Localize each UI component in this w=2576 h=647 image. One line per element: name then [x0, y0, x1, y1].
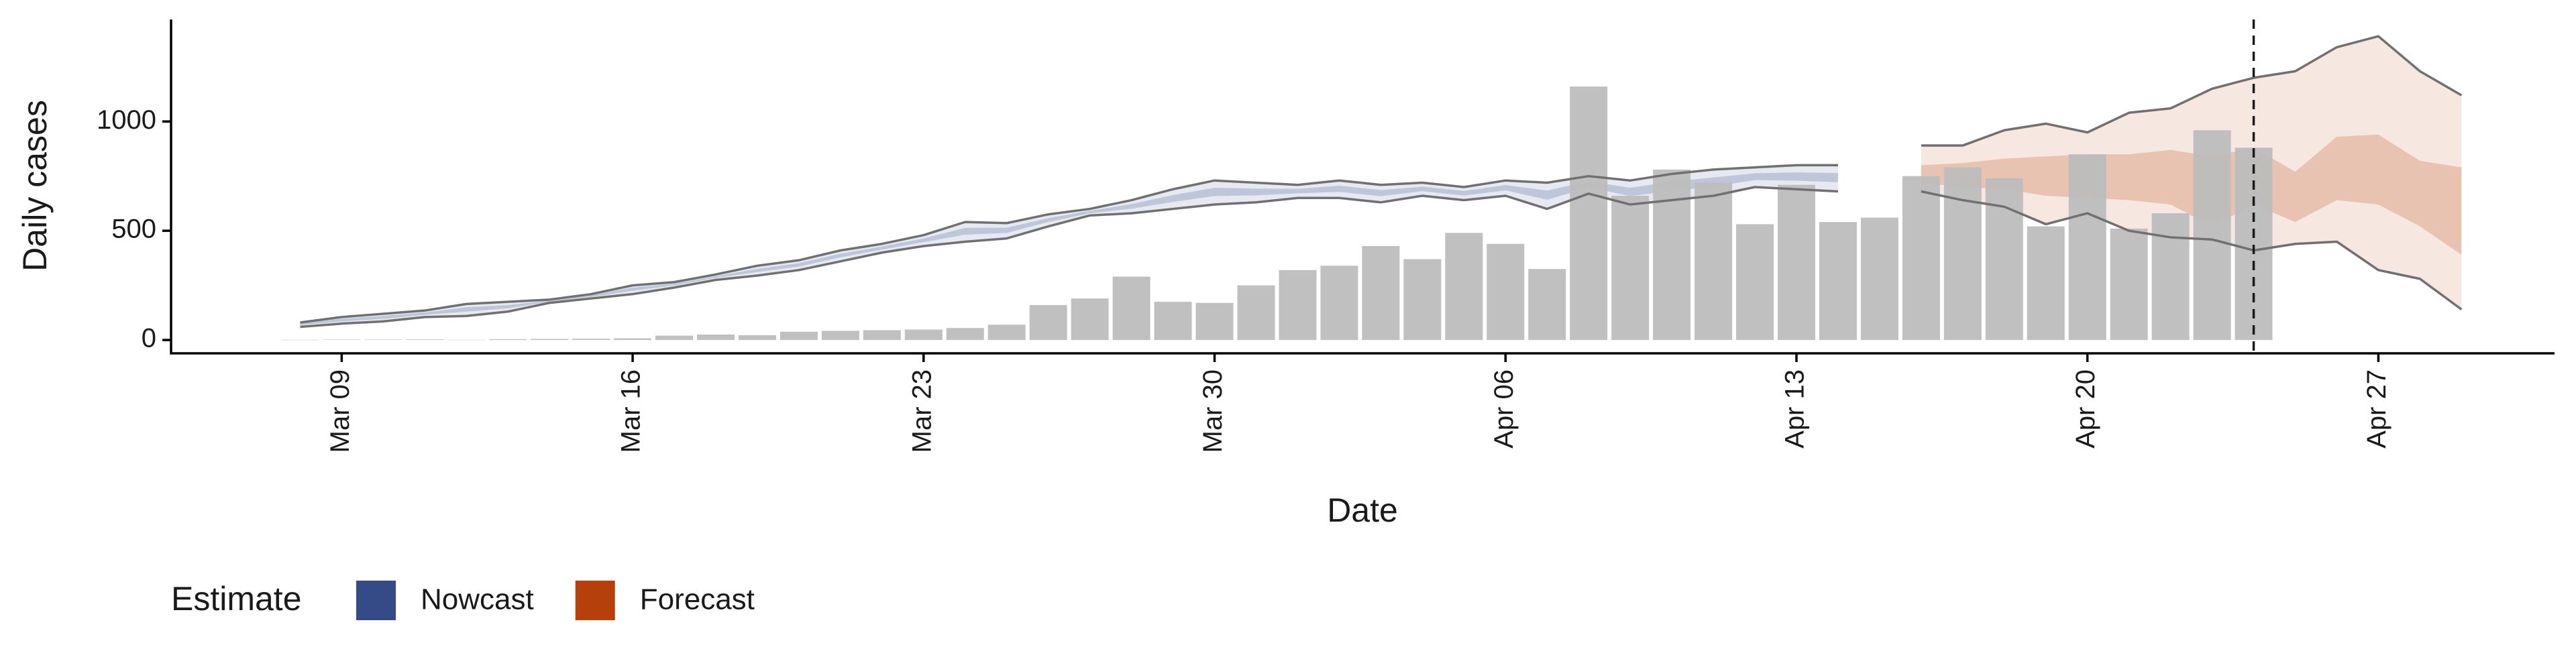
bar	[1237, 285, 1275, 341]
x-tick-label: Apr 06	[1489, 369, 1519, 449]
bar	[1362, 245, 1400, 341]
bar	[1943, 167, 1982, 341]
bar	[946, 328, 984, 341]
bar	[2235, 148, 2273, 341]
bar	[1985, 178, 2023, 341]
bar	[1819, 222, 1857, 341]
legend-title: Estimate	[171, 580, 302, 617]
bar	[655, 335, 694, 341]
bar	[531, 339, 569, 341]
bar	[1279, 270, 1317, 341]
bar	[1112, 276, 1150, 341]
x-tick-label: Mar 16	[616, 369, 646, 453]
bar	[614, 338, 652, 341]
legend-item: Forecast	[575, 581, 755, 620]
bar	[406, 339, 444, 341]
bar	[323, 339, 361, 341]
bar	[1487, 243, 1525, 341]
bar	[1570, 86, 1608, 341]
bar	[1403, 259, 1442, 341]
bar	[1071, 298, 1109, 341]
bar	[447, 339, 486, 341]
bar	[2193, 130, 2231, 341]
legend-item: Nowcast	[356, 581, 534, 620]
y-tick-label: 1000	[97, 105, 156, 135]
legend-swatch	[575, 581, 615, 620]
y-tick-label: 0	[142, 324, 156, 353]
bar	[2027, 226, 2065, 341]
bar	[489, 339, 527, 341]
y-tick-label: 500	[111, 215, 156, 244]
bar	[738, 335, 776, 341]
bar	[1154, 302, 1192, 341]
bar	[1902, 176, 1940, 341]
bar	[1777, 184, 1815, 341]
bar	[1029, 304, 1067, 341]
bar	[2068, 154, 2106, 341]
x-tick-label: Apr 20	[2071, 369, 2100, 449]
bound-line	[300, 35, 2463, 324]
x-tick-label: Mar 30	[1198, 369, 1228, 453]
legend-label: Nowcast	[421, 583, 534, 616]
inner-band	[1921, 134, 2462, 255]
bar	[1695, 182, 1733, 341]
bar	[1611, 196, 1650, 341]
bar	[1860, 217, 1898, 341]
bar	[1195, 302, 1234, 341]
x-tick-label: Apr 13	[1780, 369, 1810, 449]
bar	[2110, 228, 2148, 341]
bar	[2151, 213, 2190, 341]
bar	[821, 331, 859, 341]
bar	[364, 339, 402, 341]
bound-line	[300, 186, 2463, 329]
x-axis-title: Date	[1327, 491, 1398, 529]
bar	[697, 334, 735, 341]
bar	[1528, 269, 1566, 341]
bar	[1445, 233, 1483, 341]
x-tick-label: Mar 09	[325, 369, 355, 453]
x-tick-label: Mar 23	[907, 369, 936, 453]
bar	[281, 339, 319, 341]
bar	[780, 331, 818, 341]
bar	[1736, 224, 1774, 341]
bar	[904, 329, 943, 341]
bar	[1653, 169, 1691, 341]
x-tick-label: Apr 27	[2362, 369, 2392, 449]
legend-swatch	[356, 581, 396, 620]
bar	[987, 325, 1026, 341]
bar	[1320, 266, 1358, 341]
bar	[572, 339, 610, 341]
bar	[863, 330, 901, 341]
y-axis-title: Daily cases	[16, 100, 54, 272]
legend-label: Forecast	[640, 583, 755, 616]
